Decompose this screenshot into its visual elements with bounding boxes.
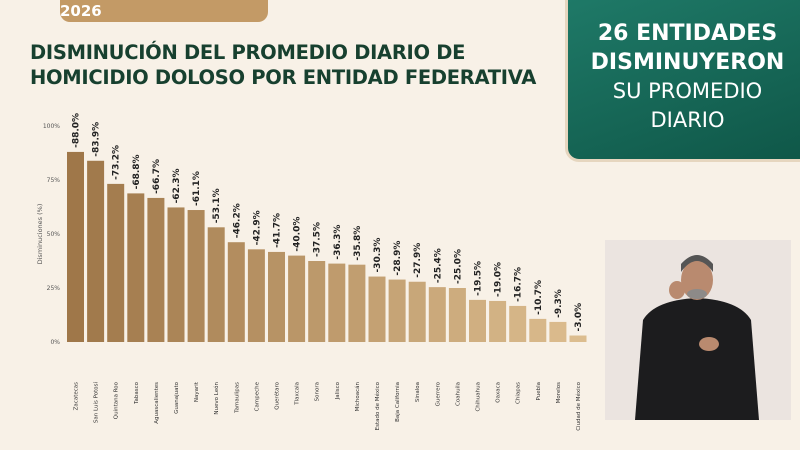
bar-value-label: -62.3%	[172, 168, 182, 203]
title-line-1: DISMINUCIÓN DEL PROMEDIO DIARIO DE	[30, 41, 466, 64]
bar-value-label: -36.3%	[333, 225, 343, 260]
bar-value-label: -35.8%	[353, 226, 363, 261]
panel-line-2: DISMINUYERON	[590, 50, 785, 75]
x-tick-label: Guanajuato	[174, 381, 180, 414]
bar	[268, 251, 285, 342]
bar	[549, 321, 567, 342]
y-axis-label: Disminuciones (%)	[36, 204, 44, 265]
bar	[308, 261, 326, 342]
bar	[509, 305, 527, 342]
bar-value-label: -46.2%	[232, 203, 242, 238]
bar-value-label: -53.1%	[212, 188, 222, 223]
panel-line-4: DIARIO	[650, 108, 725, 132]
x-tick-label: Tabasco	[134, 381, 140, 405]
interpreter-figure	[605, 240, 791, 420]
bar-value-label: -68.8%	[132, 154, 142, 189]
y-tick-label: 0%	[50, 339, 60, 346]
x-tick-label: Aguascalientes	[154, 382, 160, 424]
bar-value-label: -88.0%	[72, 113, 82, 148]
bar	[107, 183, 125, 342]
x-tick-label: San Luis Potosí	[93, 382, 100, 424]
bar	[127, 193, 145, 342]
y-tick-label: 50%	[47, 231, 61, 238]
x-tick-label: Ciudad de México	[575, 381, 582, 430]
bar	[247, 249, 265, 342]
bar-value-label: -27.9%	[413, 243, 423, 278]
bar-value-label: -61.1%	[192, 171, 202, 206]
sign-language-interpreter	[605, 240, 791, 420]
bar	[207, 227, 225, 342]
bar-value-label: -25.0%	[453, 249, 463, 284]
x-tick-label: Tamaulipas	[234, 382, 240, 414]
x-tick-label: Puebla	[536, 382, 542, 400]
bar-value-label: -41.7%	[273, 213, 283, 248]
period-tab: Enero 2025 vs. Enero 2026	[60, 0, 268, 22]
bar-chart: 0% 25% 50% 75% 100% Disminuciones (%) -88.0% Za…	[36, 113, 587, 431]
bar	[368, 276, 386, 342]
bar	[167, 207, 185, 342]
bar-value-label: -25.4%	[433, 248, 443, 283]
bar-value-label: -28.9%	[393, 241, 403, 276]
x-tick-label: Campeche	[254, 381, 260, 411]
bar-value-label: -19.0%	[494, 262, 504, 297]
chart-title: DISMINUCIÓN DEL PROMEDIO DIARIO DE HOMIC…	[30, 40, 536, 90]
bar-value-label: -10.7%	[534, 280, 544, 315]
bar	[408, 281, 426, 342]
bar	[569, 335, 587, 342]
bar	[187, 210, 205, 342]
bar-value-label: -3.0%	[574, 303, 584, 332]
x-tick-label: Querétaro	[274, 381, 281, 409]
x-tick-label: Sinaloa	[415, 382, 421, 402]
bar-value-label: -66.7%	[152, 159, 162, 194]
bar-value-label: -19.5%	[474, 261, 484, 296]
bar	[348, 264, 366, 342]
bar-value-label: -9.3%	[554, 289, 564, 318]
x-tick-label: Nuevo León	[213, 381, 220, 414]
x-tick-label: Tlaxcala	[295, 382, 301, 406]
bar	[87, 160, 105, 342]
bar	[469, 299, 486, 342]
panel-line-3: SU PROMEDIO	[612, 79, 763, 103]
bar	[489, 300, 507, 342]
summary-panel: 26 ENTIDADES DISMINUYERON SU PROMEDIO DI…	[565, 0, 800, 162]
y-tick-label: 100%	[43, 123, 60, 130]
bar-value-label: -30.3%	[373, 238, 383, 273]
x-tick-label: Guerrero	[435, 381, 441, 406]
bar-value-label: -37.5%	[313, 222, 323, 257]
title-line-2: HOMICIDIO DOLOSO POR ENTIDAD FEDERATIVA	[30, 66, 536, 89]
bar	[147, 197, 165, 342]
x-tick-label: Sonora	[315, 382, 321, 401]
x-tick-label: Zacatecas	[74, 382, 80, 410]
x-tick-label: Morelos	[556, 382, 562, 404]
x-tick-label: Baja California	[395, 382, 401, 422]
y-tick-label: 25%	[47, 285, 61, 292]
y-tick-label: 75%	[47, 177, 61, 184]
bar	[428, 287, 446, 342]
bar	[388, 279, 406, 342]
bar	[227, 242, 245, 342]
bar	[288, 255, 306, 342]
bar-value-label: -16.7%	[514, 267, 524, 302]
bar-value-label: -40.0%	[293, 217, 303, 252]
bar-value-label: -83.9%	[92, 122, 102, 157]
x-tick-label: Quintana Roo	[114, 381, 120, 419]
x-tick-label: Estado de México	[374, 381, 381, 430]
x-tick-label: Michoacán	[354, 381, 361, 411]
x-tick-label: Coahuila	[455, 382, 461, 406]
x-tick-label: Chihuahua	[476, 382, 482, 412]
bar-value-label: -73.2%	[112, 145, 122, 180]
x-tick-label: Jalisco	[335, 381, 341, 400]
x-tick-label: Oaxaca	[496, 382, 502, 403]
bar	[328, 263, 346, 342]
panel-line-1: 26 ENTIDADES	[597, 21, 778, 46]
x-tick-label: Nayarit	[194, 381, 200, 402]
x-tick-label: Chiapas	[516, 382, 522, 404]
bar	[529, 318, 547, 342]
bar-value-label: -42.9%	[252, 210, 262, 245]
bar	[67, 151, 84, 342]
bar	[448, 288, 466, 342]
